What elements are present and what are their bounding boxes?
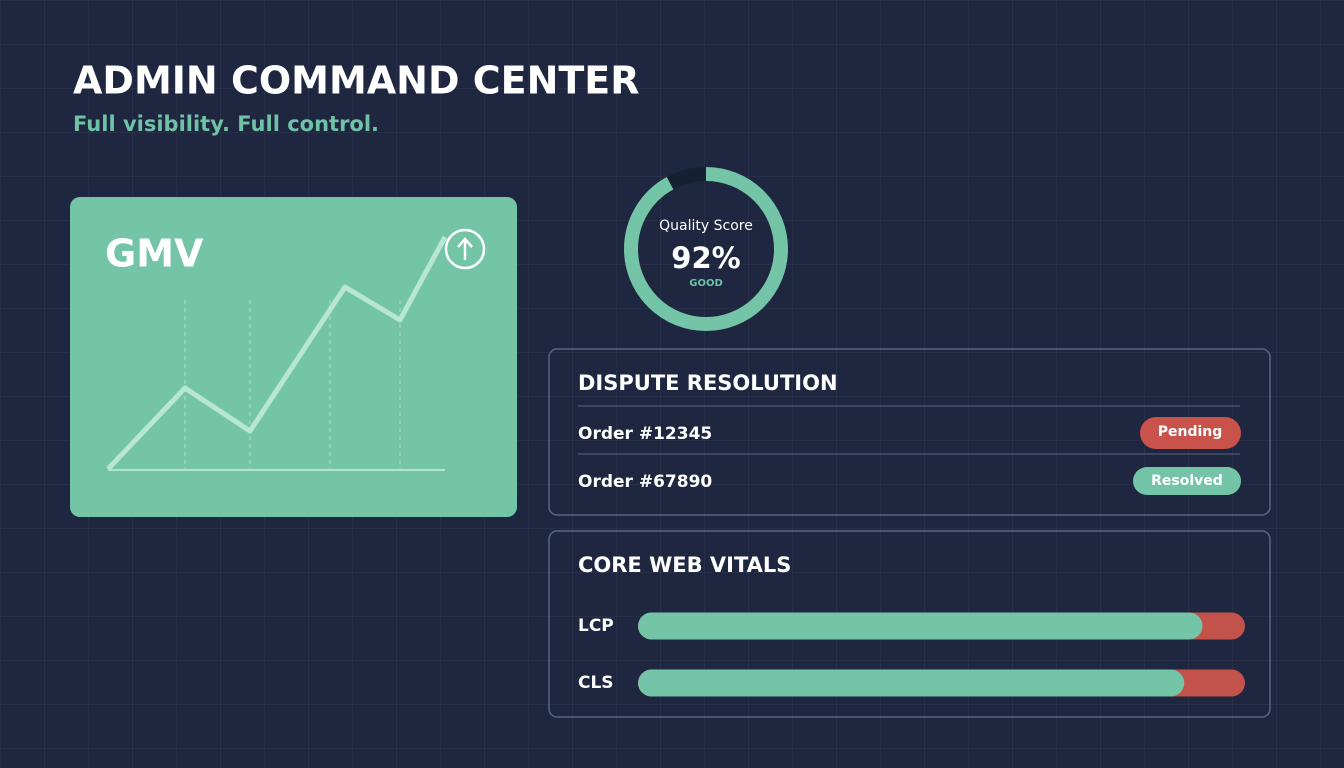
quality-ring: Quality Score 92% GOOD	[624, 167, 788, 331]
status-pill	[1140, 417, 1241, 449]
page-title: ADMIN COMMAND CENTER	[73, 59, 640, 103]
panel-border	[548, 530, 1271, 718]
page-subtitle: Full visibility. Full control.	[73, 112, 379, 136]
trend-line	[106, 235, 448, 471]
panel-border	[548, 348, 1271, 516]
gmv-card: GMV	[70, 197, 517, 517]
status-label: Pending	[1158, 424, 1223, 440]
up-arrow	[457, 237, 473, 260]
status-label: Resolved	[1151, 473, 1223, 489]
vital-bar	[638, 669, 1185, 697]
vitals-panel: CORE WEB VITALS LCP CLS	[548, 530, 1271, 718]
dispute-panel: DISPUTE RESOLUTION Order #12345 Pending …	[548, 348, 1271, 516]
quality-value: 92%	[671, 241, 740, 275]
order-id: Order #67890	[578, 472, 712, 492]
card-bg	[70, 197, 517, 517]
panel-title: CORE WEB VITALS	[578, 553, 791, 577]
vital-label: CLS	[578, 673, 614, 693]
vital-label: LCP	[578, 616, 614, 636]
up-icon	[444, 228, 486, 270]
order-id: Order #12345	[578, 424, 712, 444]
vital-bar	[638, 612, 1203, 640]
quality-status: GOOD	[689, 278, 723, 289]
ring-value	[624, 167, 788, 331]
quality-label: Quality Score	[659, 218, 753, 234]
status-pill	[1133, 467, 1241, 495]
panel-title: DISPUTE RESOLUTION	[578, 371, 838, 395]
gmv-label: GMV	[105, 232, 204, 276]
